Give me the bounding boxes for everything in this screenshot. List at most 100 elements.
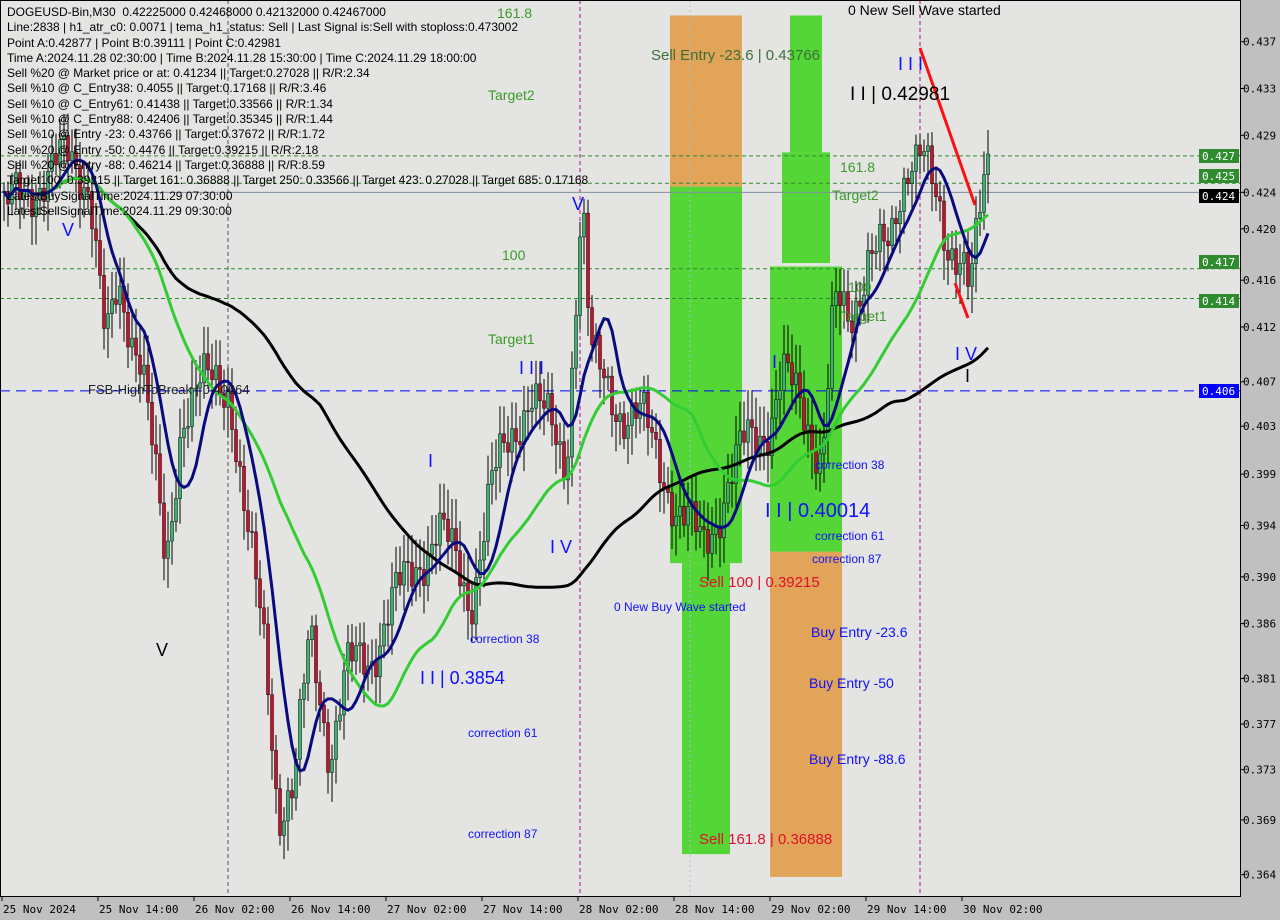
candle-body (162, 502, 166, 559)
candle-body (530, 407, 534, 412)
candle (866, 232, 870, 323)
candle (214, 339, 218, 406)
candle-body (474, 577, 478, 625)
candle-body (142, 364, 146, 375)
candle (534, 360, 538, 426)
candle (362, 622, 366, 703)
candle (702, 500, 706, 558)
candle-body (310, 625, 314, 641)
candle (674, 493, 678, 556)
candle (326, 708, 330, 794)
candle (142, 335, 146, 392)
info-line: LatestBuySignalTime:2024.11.29 07:30:00 (7, 188, 233, 203)
candle-body (238, 461, 242, 467)
candle (178, 408, 182, 524)
candle-body (434, 543, 438, 546)
candle-body (602, 368, 606, 379)
candle-body (642, 392, 646, 404)
candle-body (966, 252, 970, 287)
candle-body (766, 441, 770, 456)
candle (706, 502, 710, 581)
candle (942, 184, 946, 280)
candle-body (926, 145, 930, 152)
candle (386, 599, 390, 648)
plot-background (0, 0, 1240, 896)
candle (494, 439, 498, 501)
candle-body (778, 390, 782, 400)
candle (150, 372, 154, 474)
candle (318, 670, 322, 732)
candle-body (290, 790, 294, 799)
candle (742, 401, 746, 456)
candle-body (54, 153, 58, 166)
info-line: Sell %20 @ Entry -88: 0.46214 || Target:… (7, 157, 325, 172)
candle-body (358, 642, 362, 646)
candle (114, 271, 118, 314)
candle-body (334, 720, 338, 760)
candle (750, 390, 754, 457)
candle-body (282, 820, 286, 836)
candle (558, 422, 562, 469)
candle (54, 133, 58, 176)
correction-label: correction 38 (815, 458, 885, 472)
x-tick-label: 26 Nov 02:00 (195, 903, 274, 916)
buy-entry-label: Buy Entry -23.6 (811, 624, 908, 640)
candle-body (330, 758, 334, 773)
candle (458, 521, 462, 598)
zone-green (790, 15, 822, 153)
candle-body (490, 470, 494, 485)
candle-body (410, 562, 414, 587)
candle-body (774, 399, 778, 419)
fib-label: 161.8 (840, 159, 875, 175)
candle (270, 678, 274, 780)
candle-body (806, 424, 810, 431)
candle (542, 379, 546, 436)
candle-body (34, 199, 38, 218)
candle (938, 181, 942, 222)
candle-body (14, 172, 18, 185)
candle-body (898, 211, 902, 225)
candle (510, 402, 514, 482)
candle-body (870, 250, 874, 254)
wave-label: V (572, 194, 584, 214)
candle (530, 384, 534, 430)
candle (314, 614, 318, 712)
candle-body (110, 299, 114, 314)
candle-body (526, 410, 530, 412)
candle-body (298, 698, 302, 760)
candle (922, 139, 926, 172)
candle-body (18, 172, 22, 201)
candle (830, 281, 834, 401)
candle-body (658, 439, 662, 483)
fib-label: 100 (848, 279, 872, 295)
info-line: Sell %10 @ Entry -23: 0.43766 || Target:… (7, 127, 325, 142)
candle (614, 404, 618, 452)
candle-body (278, 788, 282, 836)
candle (790, 334, 794, 410)
candle (166, 511, 170, 588)
candle-body (50, 153, 54, 172)
candle-body (438, 512, 442, 546)
candle (238, 439, 242, 493)
price-level-value: 0.417 (1202, 256, 1235, 269)
candle (798, 345, 802, 419)
candle-body (798, 372, 802, 399)
candle (246, 489, 250, 551)
candle (390, 562, 394, 655)
candle (450, 498, 454, 572)
zone-orange (670, 15, 742, 187)
candle-body (794, 372, 798, 386)
candle-body (586, 212, 590, 308)
candle (254, 512, 258, 608)
candle-body (958, 262, 962, 275)
candle-body (58, 139, 62, 166)
wave-label: V (62, 220, 74, 240)
candle (18, 160, 22, 229)
candle-body (702, 526, 706, 530)
candle-body (598, 334, 602, 370)
candle-body (506, 442, 510, 453)
candle-body (94, 228, 98, 241)
candle-body (534, 383, 538, 409)
candle-body (950, 248, 954, 261)
